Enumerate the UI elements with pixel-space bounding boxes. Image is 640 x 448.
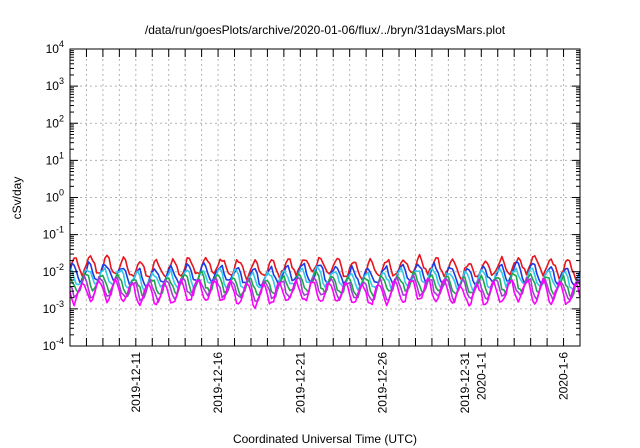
x-tick-label: 2019-12-16 <box>211 352 225 414</box>
x-axis: 2019-12-11 2019-12-16 2019-12-21 2019-12-26… <box>85 49 571 414</box>
y-tick-label: 10-4 <box>43 336 64 353</box>
chart-title: /data/run/goesPlots/archive/2020-01-06/f… <box>145 23 506 37</box>
series-group <box>69 253 581 310</box>
y-tick-label: 104 <box>46 39 64 56</box>
x-tick-label: 2020-1-6 <box>557 352 571 400</box>
series-line <box>69 253 581 282</box>
y-tick-label: 102 <box>46 113 64 130</box>
x-tick-label: 2019-12-11 <box>129 352 143 413</box>
series-line <box>69 277 581 310</box>
y-tick-label: 10-1 <box>43 225 64 242</box>
y-tick-label: 101 <box>46 150 64 167</box>
y-axis-label: cSv/day <box>10 177 24 220</box>
x-axis-label: Coordinated Universal Time (UTC) <box>233 432 417 446</box>
series-line <box>69 265 581 292</box>
grid <box>70 49 580 346</box>
x-tick-label: 2019-12-31 <box>458 352 472 414</box>
x-tick-label: 2019-12-26 <box>376 352 390 414</box>
x-tick-label: 2019-12-21 <box>293 352 307 414</box>
y-tick-label: 10-3 <box>43 299 64 316</box>
y-axis: 104 103 102 101 100 10-1 10-2 10-3 10-4 <box>43 39 580 353</box>
x-tick-label: 2020-1-1 <box>474 352 488 400</box>
y-tick-label: 10-2 <box>43 262 64 279</box>
y-tick-label: 100 <box>46 188 64 205</box>
y-tick-label: 103 <box>46 76 64 93</box>
